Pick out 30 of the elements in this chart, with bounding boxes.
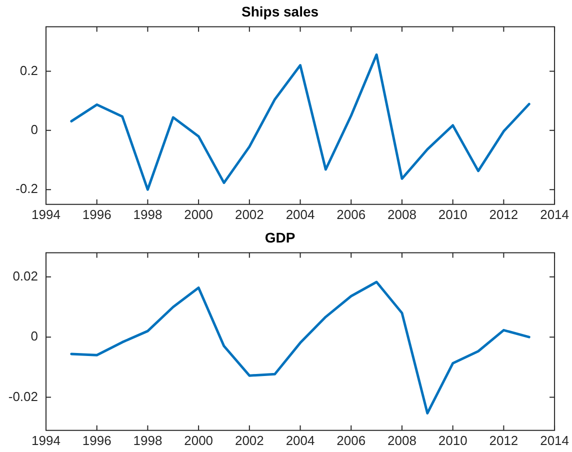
y-tick-label: 0.2 [20,62,38,78]
chart-title: GDP [264,229,296,246]
y-tick-label: 0 [30,122,38,137]
x-tick-label: 2008 [388,432,416,448]
x-tick-label: 1998 [133,432,162,448]
x-tick-label: 1998 [133,206,162,222]
x-tick-label: 2004 [286,206,315,222]
y-tick-label: 0 [30,328,38,344]
x-tick-label: 2014 [540,206,569,222]
x-tick-label: 1994 [32,206,60,222]
x-tick-label: 2012 [489,432,518,448]
x-tick-label: 2004 [286,432,315,448]
y-tick-label: -0.02 [8,388,38,404]
x-tick-label: 1996 [82,206,112,222]
x-tick-label: 2006 [336,206,366,222]
y-tick-label: -0.2 [16,181,38,196]
chart-title: Ships sales [241,3,319,20]
x-tick-label: 2000 [184,206,214,222]
x-tick-label: 2000 [184,432,214,448]
x-tick-label: 1996 [82,432,112,448]
x-tick-label: 2014 [540,432,569,448]
x-tick-label: 2006 [336,432,366,448]
x-tick-label: 2010 [438,432,468,448]
x-tick-label: 2010 [438,206,468,222]
x-tick-label: 2002 [234,432,264,448]
x-tick-label: 2012 [489,206,518,222]
x-tick-label: 1994 [32,432,60,448]
y-tick-label: 0.02 [12,268,38,284]
x-tick-label: 2008 [388,206,416,222]
x-tick-label: 2002 [234,206,264,222]
